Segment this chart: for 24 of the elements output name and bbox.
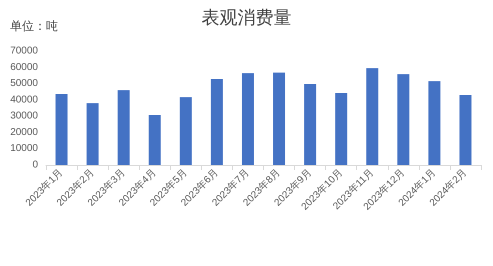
bar (459, 94, 472, 165)
text: 单位：吨 (10, 19, 58, 33)
bar (148, 115, 161, 165)
y-tick-label: 50000 (10, 78, 38, 90)
bar (273, 72, 286, 165)
bar (86, 103, 99, 165)
bar (210, 79, 223, 165)
bar (335, 93, 348, 165)
bar (366, 68, 378, 165)
bar (304, 84, 316, 165)
y-tick-label: 10000 (10, 143, 38, 154)
y-tick-label: 20000 (10, 126, 38, 138)
chart-title: 表观消费量 (202, 8, 292, 28)
y-tick-label: 40000 (10, 94, 38, 106)
bar (397, 74, 410, 165)
bar (56, 94, 68, 165)
y-tick-label: 0 (32, 160, 38, 170)
y-tick-label: 60000 (10, 62, 38, 73)
bar (428, 81, 440, 165)
bar (242, 73, 254, 165)
bar (118, 90, 130, 165)
y-tick-label: 70000 (10, 46, 38, 56)
y-tick-label: 30000 (10, 110, 38, 122)
bar (180, 97, 192, 165)
